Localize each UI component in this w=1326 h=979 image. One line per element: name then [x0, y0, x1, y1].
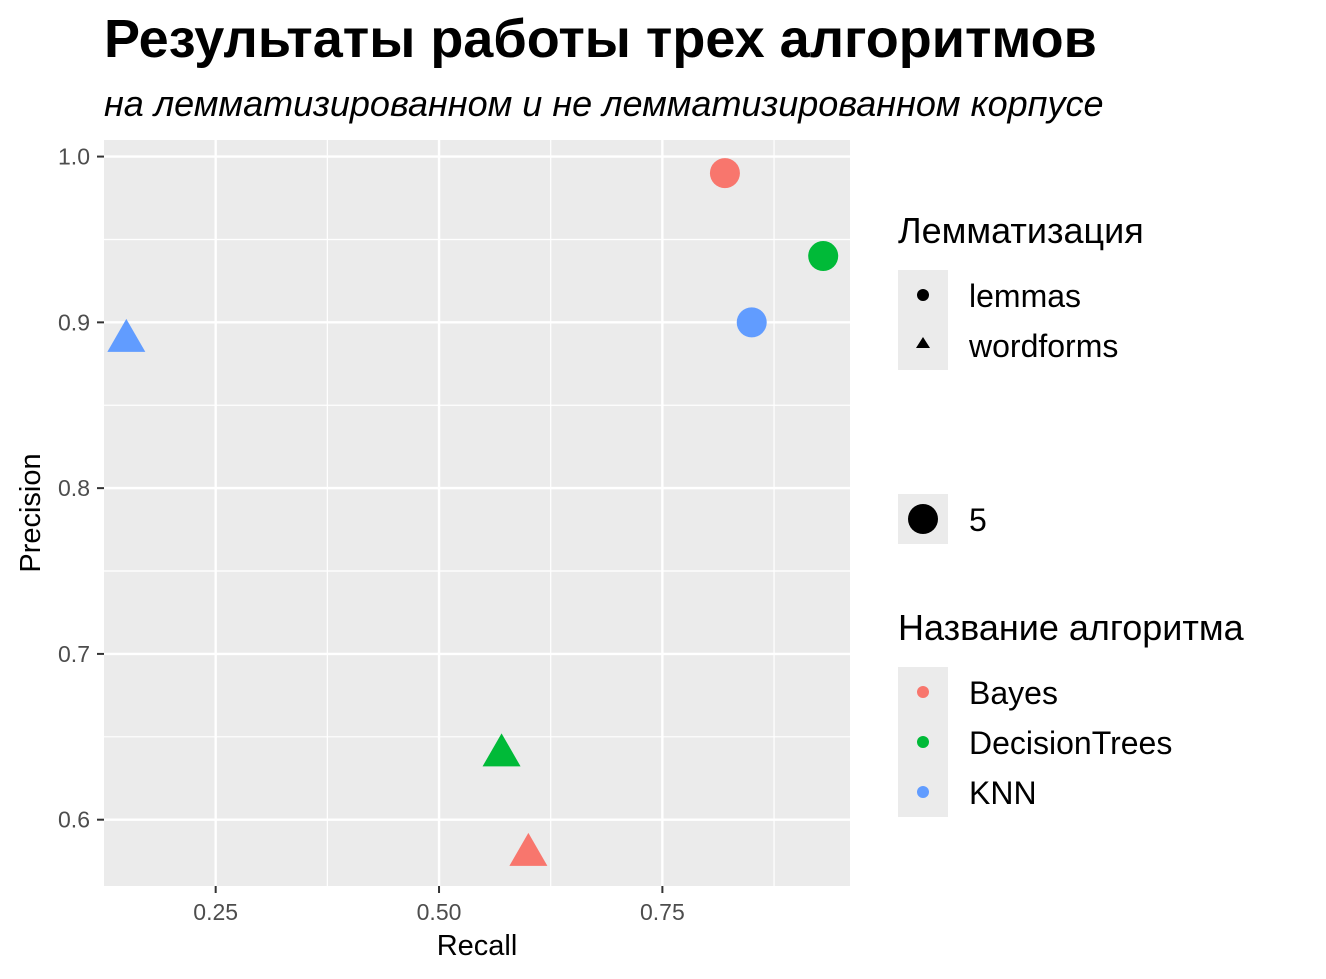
point-decisiontrees-wordforms — [482, 733, 521, 767]
y-tick-label: 0.6 — [58, 807, 90, 833]
legend-size: 5 — [898, 494, 987, 544]
point-decisiontrees-lemmas — [808, 241, 839, 272]
point-bayes-wordforms — [509, 832, 548, 866]
legend-bayes-label: Bayes — [969, 675, 1058, 711]
legend-shape-key-bg — [898, 270, 948, 370]
x-axis-title: Recall — [437, 930, 518, 962]
point-bayes-lemmas — [709, 158, 740, 189]
legend-size-label: 5 — [969, 502, 987, 538]
legend-shape: Лемматизация lemmas wordforms — [898, 210, 1144, 370]
grid-minor — [104, 140, 850, 886]
y-axis-title: Precision — [15, 453, 47, 572]
x-tick-label: 0.25 — [193, 899, 238, 925]
y-tick-label: 0.9 — [58, 309, 90, 335]
y-tick-label: 0.7 — [58, 641, 90, 667]
legend-bayes-key — [917, 686, 929, 698]
legend-lemmas-label: lemmas — [969, 278, 1081, 314]
chart-title: Результаты работы трех алгоритмов — [104, 9, 1097, 69]
legend-decisiontrees-label: DecisionTrees — [969, 725, 1172, 761]
plot-panel — [104, 140, 850, 886]
x-tick-label: 0.50 — [417, 899, 462, 925]
y-tick-label: 0.8 — [58, 475, 90, 501]
legend-color: Название алгоритма Bayes DecisionTrees K… — [898, 607, 1245, 817]
legend-knn-key — [917, 786, 929, 798]
point-knn-wordforms — [107, 318, 146, 352]
axis-ticks: 0.25 0.50 0.75 0.6 0.7 0.8 0.9 1.0 — [58, 144, 685, 925]
legend-wordforms-label: wordforms — [968, 328, 1118, 364]
legend-size-key — [908, 504, 938, 534]
x-tick-label: 0.75 — [640, 899, 685, 925]
chart-subtitle: на лемматизированном и не лемматизирован… — [104, 83, 1104, 124]
y-tick-label: 1.0 — [58, 144, 90, 170]
point-knn-lemmas — [736, 307, 767, 338]
legend-wordforms-key — [916, 337, 930, 348]
legend-lemmas-key — [917, 289, 929, 301]
legend-color-title: Название алгоритма — [898, 607, 1245, 648]
legend-shape-title: Лемматизация — [898, 210, 1144, 251]
legend-decisiontrees-key — [917, 736, 929, 748]
grid-major — [104, 140, 850, 886]
data-points — [107, 158, 839, 866]
legend-knn-label: KNN — [969, 775, 1037, 811]
